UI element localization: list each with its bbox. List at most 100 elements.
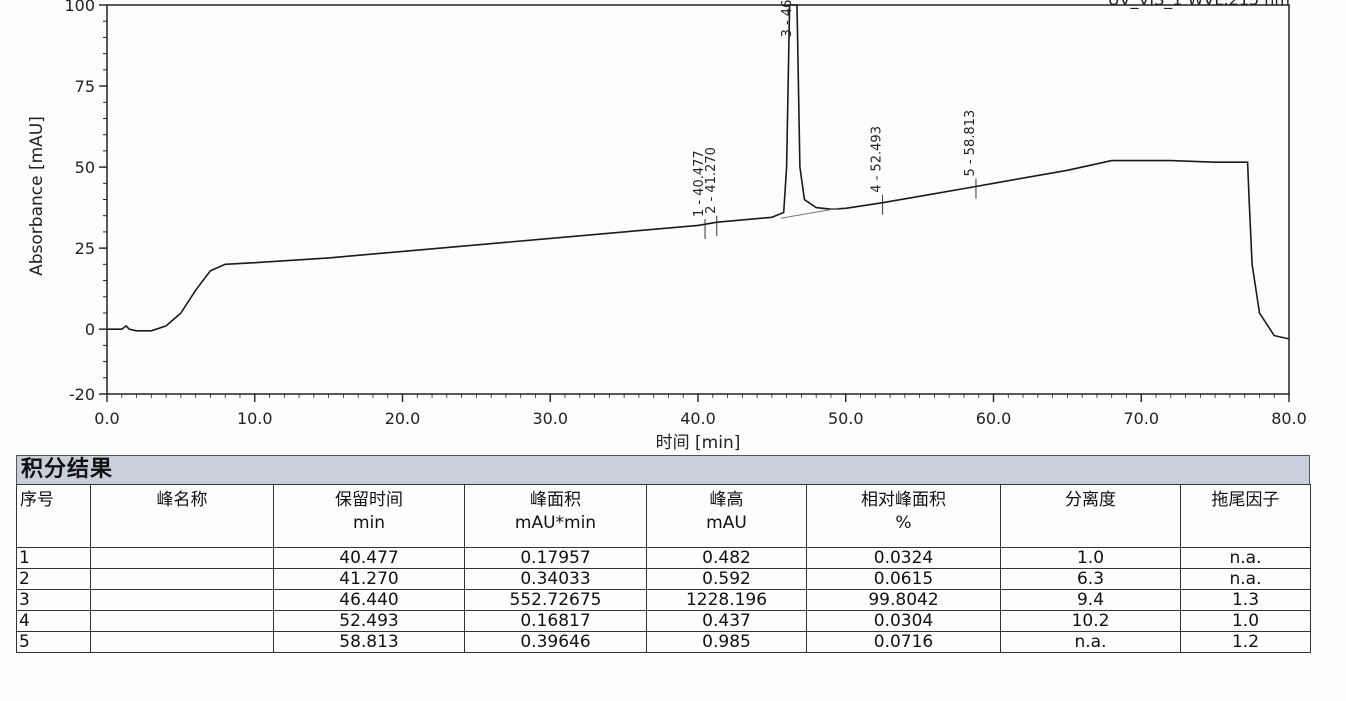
table-cell: 0.592 xyxy=(646,568,807,590)
table-cell: 3 xyxy=(16,589,91,611)
table-cell: 0.437 xyxy=(646,610,807,632)
x-tick-label: 0.0 xyxy=(94,409,119,428)
x-tick-labels: 0.0 10.0 20.0 30.0 40.0 50.0 60.0 70.0 80.0 xyxy=(94,409,1307,428)
x-tick-label: 40.0 xyxy=(680,409,716,428)
table-cell: 0.34033 xyxy=(464,568,647,590)
table-cell: 1.3 xyxy=(1180,589,1311,611)
column-header: 峰高 mAU xyxy=(646,484,807,548)
column-header: 分离度 xyxy=(1000,484,1181,548)
table-cell: 0.0304 xyxy=(806,610,1001,632)
table-row: 4 52.493 0.16817 0.437 0.0304 10.2 1.0 xyxy=(16,610,1311,632)
table-cell: 58.813 xyxy=(273,631,465,653)
column-header: 峰面积 mAU*min xyxy=(464,484,647,548)
table-cell: 0.985 xyxy=(646,631,807,653)
peak-label: 3 - 46.440 xyxy=(780,0,795,37)
axis-ticks xyxy=(99,4,1290,402)
column-header-name: 分离度 xyxy=(1065,490,1116,510)
table-cell: 52.493 xyxy=(273,610,465,632)
peak-label: 2 - 41.270 xyxy=(704,147,719,214)
table-cell xyxy=(90,589,274,611)
table-row: 2 41.270 0.34033 0.592 0.0615 6.3 n.a. xyxy=(16,568,1311,590)
column-header-unit: mAU xyxy=(706,513,747,533)
column-header-name: 峰名称 xyxy=(156,490,208,510)
table-cell: 5 xyxy=(16,631,91,653)
y-tick-label: 75 xyxy=(75,77,95,96)
column-header: 相对峰面积% xyxy=(806,484,1001,548)
x-tick-label: 60.0 xyxy=(976,409,1012,428)
table-cell: 40.477 xyxy=(273,547,465,569)
column-header-name: 相对峰面积 xyxy=(861,490,946,510)
column-header: 峰名称 xyxy=(90,484,274,548)
table-cell: n.a. xyxy=(1180,547,1311,569)
column-header-unit: min xyxy=(352,513,386,533)
chromatogram-chart: -20 0 25 50 75 100 0.0 10.0 20.0 30.0 40.0 50.0 60.… xyxy=(27,0,1307,453)
column-header: 保留时间 min xyxy=(273,484,465,548)
table-cell: 0.0716 xyxy=(806,631,1001,653)
table-cell: 1.0 xyxy=(1180,610,1311,632)
integration-baseline xyxy=(780,207,839,219)
x-tick-label: 10.0 xyxy=(237,409,273,428)
table-cell xyxy=(90,547,274,569)
results-title: 积分结果 xyxy=(16,455,1310,484)
y-tick-label: 50 xyxy=(75,158,95,177)
table-row: 3 46.440 552.72675 1228.196 99.8042 9.4 1.3 xyxy=(16,589,1311,611)
table-cell: 1.2 xyxy=(1180,631,1311,653)
column-header: 拖尾因子 xyxy=(1180,484,1311,548)
x-tick-label: 70.0 xyxy=(1123,409,1159,428)
x-tick-label: 30.0 xyxy=(532,409,568,428)
table-header-row: 序号 峰名称 保留时间 min 峰面积 mAU*min 峰高 mAU 相对峰面积% 分离度 拖尾因子 xyxy=(16,484,1311,548)
table-cell: 6.3 xyxy=(1000,568,1181,590)
table-cell: 1228.196 xyxy=(646,589,807,611)
table-cell: n.a. xyxy=(1000,631,1181,653)
x-tick-label: 80.0 xyxy=(1271,409,1307,428)
channel-label: UV_VIS_1 WVL:215 nm xyxy=(1108,0,1290,10)
table-cell: n.a. xyxy=(1180,568,1311,590)
column-header: 序号 xyxy=(16,484,91,548)
table-cell: 0.0324 xyxy=(806,547,1001,569)
table-cell: 1 xyxy=(16,547,91,569)
y-tick-label: -20 xyxy=(69,385,95,404)
column-header-name: 拖尾因子 xyxy=(1211,490,1280,510)
column-header-name: 序号 xyxy=(20,490,54,510)
y-axis-label: Absorbance [mAU] xyxy=(27,116,47,276)
peak-label: 5 - 58.813 xyxy=(963,110,978,177)
table-cell: 2 xyxy=(16,568,91,590)
integration-results-panel: 积分结果 序号 峰名称 保留时间 min 峰面积 mAU*min 峰高 mAU 相对峰面积% 分离… xyxy=(16,455,1311,653)
table-body: 1 40.477 0.17957 0.482 0.0324 1.0 n.a. 2 41.270 0… xyxy=(16,547,1311,653)
table-cell: 10.2 xyxy=(1000,610,1181,632)
peak-label: 4 - 52.493 xyxy=(870,126,885,193)
column-header-name: 峰面积 xyxy=(530,490,581,510)
table-cell: 9.4 xyxy=(1000,589,1181,611)
table-row: 1 40.477 0.17957 0.482 0.0324 1.0 n.a. xyxy=(16,547,1311,569)
table-row: 5 58.813 0.39646 0.985 0.0716 n.a. 1.2 xyxy=(16,631,1311,653)
table-cell xyxy=(90,631,274,653)
table-cell: 0.16817 xyxy=(464,610,647,632)
table-cell: 0.17957 xyxy=(464,547,647,569)
y-tick-label: 25 xyxy=(75,239,95,258)
table-cell: 0.482 xyxy=(646,547,807,569)
table-cell xyxy=(90,568,274,590)
y-tick-label: 100 xyxy=(64,0,95,15)
results-table: 序号 峰名称 保留时间 min 峰面积 mAU*min 峰高 mAU 相对峰面积% 分离度 拖尾因子… xyxy=(16,484,1311,653)
y-tick-labels: -20 0 25 50 75 100 xyxy=(64,0,95,404)
column-header-name: 峰高 xyxy=(709,490,744,510)
x-tick-label: 50.0 xyxy=(828,409,864,428)
column-header-unit: % xyxy=(895,513,912,533)
table-cell: 552.72675 xyxy=(464,589,647,611)
column-header-name: 保留时间 xyxy=(335,490,403,510)
chromatogram-trace xyxy=(107,4,1290,340)
peak-label: 1 - 40.477 xyxy=(692,150,707,217)
x-tick-label: 20.0 xyxy=(385,409,421,428)
table-cell: 4 xyxy=(16,610,91,632)
table-cell: 99.8042 xyxy=(806,589,1001,611)
table-cell: 1.0 xyxy=(1000,547,1181,569)
x-axis-label: 时间 [min] xyxy=(656,433,741,453)
table-cell: 0.0615 xyxy=(806,568,1001,590)
table-cell: 0.39646 xyxy=(464,631,647,653)
table-cell: 46.440 xyxy=(273,589,465,611)
column-header-unit: mAU*min xyxy=(514,513,597,533)
y-tick-label: 0 xyxy=(85,320,95,339)
table-cell: 41.270 xyxy=(273,568,465,590)
table-cell xyxy=(90,610,274,632)
